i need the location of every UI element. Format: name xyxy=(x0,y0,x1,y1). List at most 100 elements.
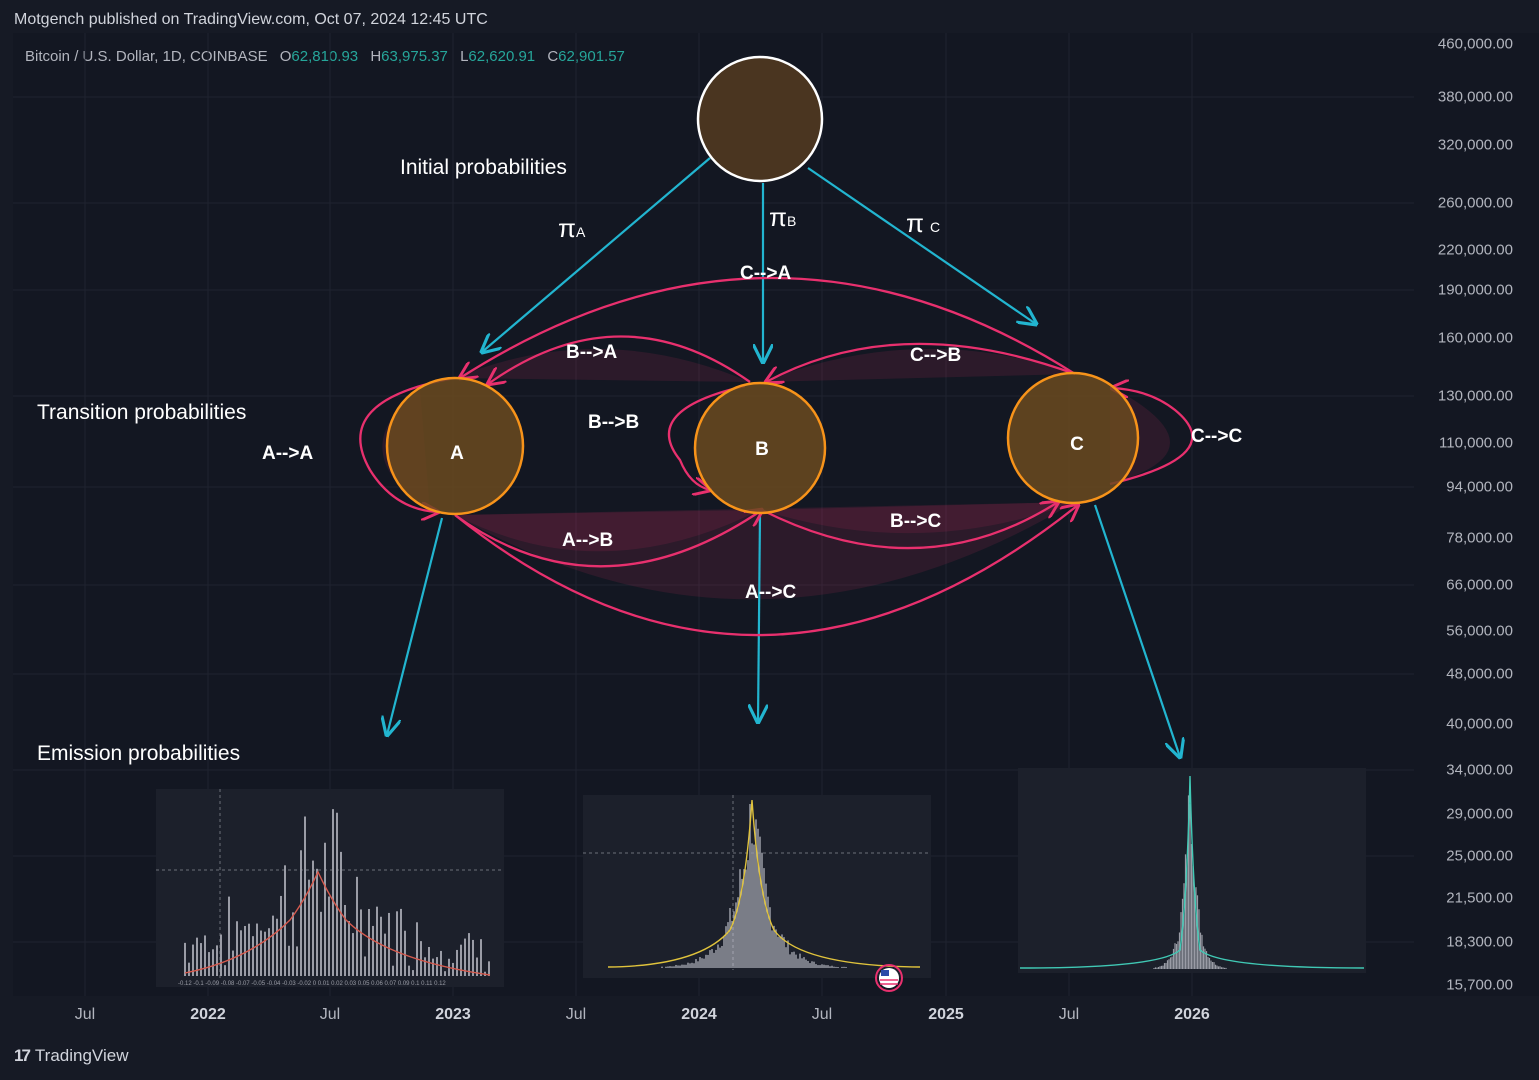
price-axis-label: 66,000.00 xyxy=(1446,576,1513,594)
price-axis-label: 190,000.00 xyxy=(1437,281,1513,299)
pi-a-sub: A xyxy=(576,224,586,240)
emission-c-bars xyxy=(1153,795,1227,969)
t-ab-label: A-->B xyxy=(562,530,613,551)
emission-a-ticks: -0.12 -0.1 -0.09 -0.08 -0.07 -0.05 -0.04… xyxy=(178,981,446,987)
arrow-t-bc xyxy=(761,502,1058,550)
price-axis-label: 56,000.00 xyxy=(1446,622,1513,640)
high-key: H xyxy=(370,48,382,65)
price-axis-label: 40,000.00 xyxy=(1446,715,1513,733)
price-axis-label: 220,000.00 xyxy=(1437,241,1513,259)
initial-state-circle xyxy=(696,55,824,183)
pi-c-sub: C xyxy=(930,219,940,235)
arrow-t-ca xyxy=(460,276,1076,378)
pi-b-label: πB xyxy=(769,202,796,232)
symbol-name: Bitcoin / U.S. Dollar, 1D, COINBASE xyxy=(25,48,268,65)
time-axis-label: 2023 xyxy=(435,1006,471,1023)
tradingview-brand[interactable]: 17 TradingView xyxy=(14,1046,128,1066)
open-key: O xyxy=(279,48,292,65)
emission-a-bars xyxy=(184,809,490,976)
state-a-label: A xyxy=(450,443,464,464)
publisher-line: Motgench published on TradingView.com, O… xyxy=(14,11,488,28)
pi-a-label: πA xyxy=(558,213,586,243)
arrow-t-ba xyxy=(488,335,751,384)
us-flag-event-icon[interactable] xyxy=(875,964,903,992)
time-axis-label: Jul xyxy=(74,1006,96,1023)
time-axis[interactable]: Jul 2022 Jul 2023 Jul 2024 Jul 2025 Jul 2026 xyxy=(13,996,1414,1034)
emission-plot-a: -0.12 -0.1 -0.09 -0.08 -0.07 -0.05 -0.04… xyxy=(156,789,504,987)
time-axis-label: 2025 xyxy=(928,1006,964,1023)
arrow-pi-c xyxy=(807,167,1036,324)
transition-probabilities-title: Transition probabilities xyxy=(37,401,246,424)
t-bc-label: B-->C xyxy=(890,511,941,532)
time-axis-label: 2024 xyxy=(681,1006,717,1023)
brand-name: TradingView xyxy=(34,1046,129,1065)
arrow-emit-a xyxy=(387,517,444,735)
arrow-t-ac xyxy=(454,505,1078,637)
pi-a-symbol: π xyxy=(558,213,576,243)
arrow-t-cb xyxy=(766,342,1076,382)
arrow-t-cc xyxy=(1110,388,1194,486)
open-value: 62,810.93 xyxy=(291,48,359,65)
tradingview-logo-icon: 17 xyxy=(14,1046,31,1065)
price-axis-label: 18,300.00 xyxy=(1446,933,1513,951)
price-axis-label: 21,500.00 xyxy=(1446,889,1513,907)
state-c-circle xyxy=(1006,371,1140,505)
state-a-circle xyxy=(385,376,525,516)
price-axis[interactable]: 460,000.00 380,000.00 320,000.00 260,000.00… xyxy=(1414,33,1539,996)
emission-a-curve xyxy=(184,870,491,976)
emission-probabilities-title: Emission probabilities xyxy=(37,742,240,765)
transition-arrows xyxy=(359,276,1194,637)
symbol-legend[interactable]: Bitcoin / U.S. Dollar, 1D, COINBASE O62,… xyxy=(25,48,625,65)
emission-b-curve xyxy=(607,799,921,968)
price-axis-label: 380,000.00 xyxy=(1437,88,1513,106)
arrow-t-bb xyxy=(667,384,746,490)
price-axis-label: 94,000.00 xyxy=(1446,478,1513,496)
emission-arrows xyxy=(387,504,1180,757)
state-c-label: C xyxy=(1070,434,1084,455)
close-key: C xyxy=(547,48,559,65)
transition-shading xyxy=(382,348,1170,600)
arrow-t-aa xyxy=(359,376,456,512)
price-axis-label: 130,000.00 xyxy=(1437,387,1513,405)
emission-c-curve xyxy=(1019,775,1365,969)
emission-plot-c xyxy=(1018,768,1366,973)
t-ba-label: B-->A xyxy=(566,342,617,363)
state-b-circle xyxy=(693,381,827,515)
emission-plot-b xyxy=(583,795,931,992)
pi-b-symbol: π xyxy=(769,202,787,232)
close-value: 62,901.57 xyxy=(558,48,625,65)
t-cc-label: C-->C xyxy=(1191,426,1242,447)
time-axis-label: 2022 xyxy=(190,1006,226,1023)
low-key: L xyxy=(460,48,469,65)
price-axis-label: 320,000.00 xyxy=(1437,136,1513,154)
price-axis-label: 34,000.00 xyxy=(1446,761,1513,779)
high-value: 63,975.37 xyxy=(381,48,448,65)
arrow-pi-a xyxy=(482,157,711,352)
t-ca-label: C-->A xyxy=(740,263,791,284)
t-aa-label: A-->A xyxy=(262,443,313,464)
t-bb-label: B-->B xyxy=(588,412,639,433)
price-axis-label: 48,000.00 xyxy=(1446,665,1513,683)
time-axis-label: Jul xyxy=(811,1006,833,1023)
price-axis-label: 25,000.00 xyxy=(1446,847,1513,865)
price-axis-label: 29,000.00 xyxy=(1446,805,1513,823)
time-axis-label: Jul xyxy=(319,1006,341,1023)
low-value: 62,620.91 xyxy=(468,48,536,65)
price-axis-label: 15,700.00 xyxy=(1446,976,1513,994)
pi-c-symbol: π xyxy=(906,208,924,238)
time-axis-label: Jul xyxy=(565,1006,587,1023)
arrow-emit-c xyxy=(1093,504,1180,757)
price-axis-label: 460,000.00 xyxy=(1437,35,1513,53)
price-axis-label: 260,000.00 xyxy=(1437,194,1513,212)
pi-b-sub: B xyxy=(787,213,796,229)
arrow-emit-b xyxy=(758,513,760,722)
state-b-label: B xyxy=(755,439,769,460)
price-axis-label: 78,000.00 xyxy=(1446,529,1513,547)
time-axis-label: Jul xyxy=(1058,1006,1080,1023)
price-axis-label: 110,000.00 xyxy=(1439,434,1513,452)
time-axis-label: 2026 xyxy=(1174,1006,1210,1023)
initial-probabilities-title: Initial probabilities xyxy=(400,156,567,179)
price-axis-label: 160,000.00 xyxy=(1437,329,1513,347)
